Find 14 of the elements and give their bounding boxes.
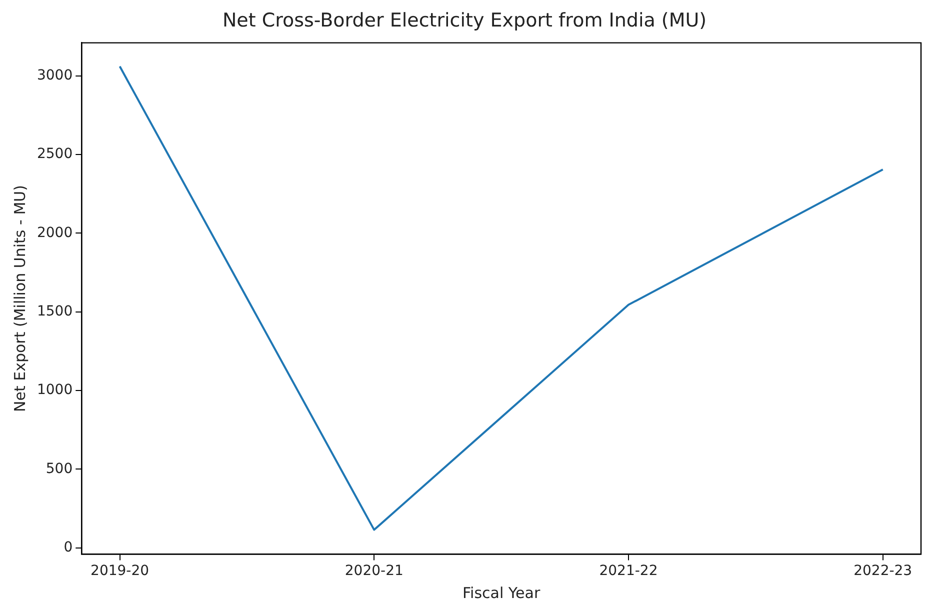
y-tick-label: 500 [46, 460, 73, 477]
x-tick-label: 2020-21 [344, 563, 404, 580]
y-tick-label: 3000 [36, 67, 73, 84]
y-tick-label: 0 [64, 540, 73, 556]
x-tick-label: 2022-23 [854, 563, 912, 580]
y-tick-label: 2000 [36, 224, 73, 241]
x-tick-label: 2021-22 [599, 563, 658, 580]
y-axis-title: Net Export (Million Units - MU) [10, 185, 29, 412]
y-tick-label: 2500 [36, 146, 73, 162]
chart-title: Net Cross-Border Electricity Export from India (MU) [222, 9, 707, 32]
x-axis-title: Fiscal Year [462, 584, 541, 602]
x-tick-label: 2019-20 [90, 563, 150, 580]
y-tick-label: 1500 [36, 304, 73, 320]
y-tick-label: 1000 [36, 382, 73, 398]
